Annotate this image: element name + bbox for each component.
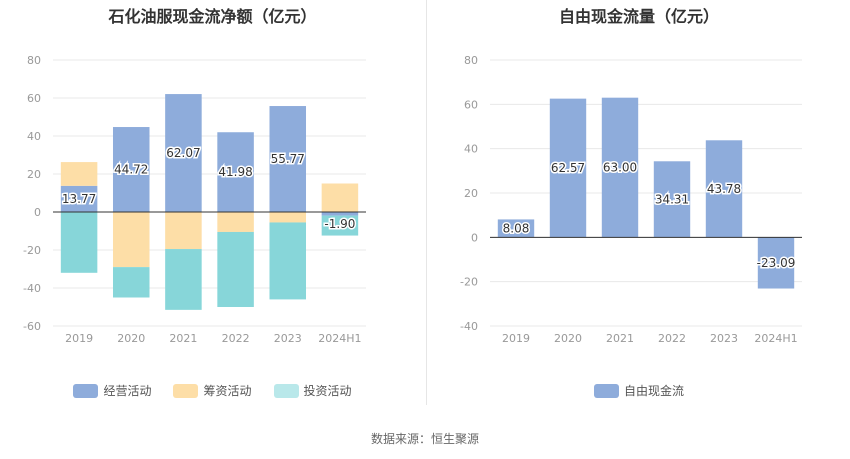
fcf-ytick-label: 40 [464, 143, 478, 156]
fcf-chart-panel: 自由现金流量（亿元） 80 60 40 20 0 -20 -40 2019 2020 2021 20… [428, 0, 850, 410]
cashflow-bar-投资活动-2023 [269, 222, 307, 300]
fcf-data-label: 43.78 [707, 182, 741, 196]
cashflow-bar-投资活动-2024H1 [321, 215, 359, 236]
cashflow-chart-panel: 石化油服现金流净额（亿元） 80 60 40 20 0 -20 -40 -60 2019 2020… [0, 0, 425, 410]
cashflow-ytick-label: -40 [23, 282, 41, 295]
fcf-ytick-label: -20 [460, 276, 478, 289]
fcf-data-label: -23.09 [757, 256, 796, 270]
cashflow-chart-title: 石化油服现金流净额（亿元） [108, 7, 317, 26]
cashflow-xtick-label: 2023 [274, 332, 302, 345]
fcf-bar-自由现金流-2020 [549, 98, 587, 238]
cashflow-data-label: 41.98 [218, 165, 252, 179]
legend-label-financing: 筹资活动 [203, 384, 252, 398]
fcf-bar-自由现金流-2023 [705, 140, 743, 238]
cashflow-chart-svg: 80 60 40 20 0 -20 -40 -60 2019 2020 2021 2022 2023 20… [23, 54, 366, 345]
fcf-chart-title: 自由现金流量（亿元） [558, 7, 719, 26]
fcf-ytick-label: 60 [464, 98, 478, 111]
fcf-bar-自由现金流-2019 [497, 219, 535, 238]
cashflow-bar-投资活动-2019 [60, 212, 98, 273]
cashflow-bar-筹资活动-2020 [112, 212, 150, 268]
fcf-chart-svg: 80 60 40 20 0 -20 -40 2019 2020 2021 2022 2023 2024H… [460, 54, 802, 345]
cashflow-ytick-label: 60 [27, 92, 41, 105]
fcf-xtick-label: 2022 [658, 332, 686, 345]
legend-swatch-fcf [593, 383, 619, 398]
cashflow-bar-筹资活动-2019 [60, 162, 98, 186]
legend-swatch-financing [173, 383, 199, 398]
cashflow-bar-经营活动-2019 [60, 185, 98, 212]
cashflow-ytick-label: -20 [23, 244, 41, 257]
cashflow-bar-投资活动-2022 [217, 231, 254, 307]
cashflow-data-label: 55.77 [271, 152, 305, 166]
fcf-bar-自由现金流-2024H1 [757, 237, 795, 289]
fcf-ytick-label: 0 [471, 231, 478, 244]
cashflow-ytick-label: 20 [27, 168, 41, 181]
fcf-data-label: 63.00 [603, 161, 637, 175]
fcf-xtick-label: 2021 [606, 332, 634, 345]
fcf-bar-自由现金流-2021 [601, 97, 639, 238]
cashflow-bar-投资活动-2021 [165, 249, 202, 310]
cashflow-xtick-label: 2022 [222, 332, 250, 345]
cashflow-data-label: -1.90 [324, 217, 355, 231]
fcf-legend: 自由现金流 [428, 382, 850, 399]
cashflow-ytick-label: 0 [34, 206, 41, 219]
fcf-ytick-label: -40 [460, 320, 478, 333]
legend-item-financing[interactable]: 筹资活动 [173, 382, 252, 399]
cashflow-bar-筹资活动-2022 [217, 212, 254, 232]
fcf-ytick-label: 20 [464, 187, 478, 200]
legend-label-fcf: 自由现金流 [623, 384, 684, 398]
legend-label-operating: 经营活动 [103, 384, 152, 398]
cashflow-data-label: 13.77 [62, 192, 96, 206]
cashflow-bar-经营活动-2022 [217, 132, 254, 212]
legend-item-investing[interactable]: 投资活动 [273, 382, 352, 399]
legend-swatch-investing [273, 383, 299, 398]
cashflow-bar-筹资活动-2023 [269, 212, 307, 223]
cashflow-data-label: 62.07 [166, 146, 200, 160]
legend-item-fcf[interactable]: 自由现金流 [593, 382, 684, 399]
cashflow-bar-筹资活动-2021 [165, 212, 202, 250]
fcf-xtick-label: 2024H1 [754, 332, 797, 345]
legend-swatch-operating [73, 383, 99, 398]
legend-item-operating[interactable]: 经营活动 [73, 382, 151, 399]
fcf-data-label: 62.57 [551, 161, 585, 175]
fcf-xtick-label: 2020 [554, 332, 582, 345]
fcf-bar-自由现金流-2022 [653, 161, 691, 238]
cashflow-xtick-label: 2019 [65, 332, 93, 345]
legend-label-investing: 投资活动 [303, 384, 352, 398]
cashflow-bar-经营活动-2020 [112, 127, 150, 212]
cashflow-bar-筹资活动-2024H1 [321, 183, 359, 212]
fcf-xtick-label: 2023 [710, 332, 738, 345]
cashflow-legend: 经营活动 筹资活动 投资活动 [0, 382, 425, 399]
cashflow-xtick-label: 2024H1 [318, 332, 361, 345]
panel-divider [426, 0, 427, 405]
data-source-note: 数据来源：恒生聚源 [370, 432, 479, 446]
cashflow-ytick-label: 40 [27, 130, 41, 143]
cashflow-xtick-label: 2021 [169, 332, 197, 345]
fcf-ytick-label: 80 [464, 54, 478, 67]
fcf-xtick-label: 2019 [502, 332, 530, 345]
cashflow-xtick-label: 2020 [117, 332, 145, 345]
fcf-data-label: 8.08 [503, 221, 530, 235]
fcf-data-label: 34.31 [655, 192, 689, 206]
cashflow-bar-经营活动-2023 [269, 106, 307, 212]
cashflow-bar-经营活动-2024H1 [321, 212, 359, 216]
cashflow-ytick-label: -60 [23, 320, 41, 333]
cashflow-bar-经营活动-2021 [165, 94, 202, 212]
cashflow-bar-投资活动-2020 [112, 267, 150, 298]
cashflow-ytick-label: 80 [27, 54, 41, 67]
cashflow-data-label: 44.72 [114, 163, 148, 177]
